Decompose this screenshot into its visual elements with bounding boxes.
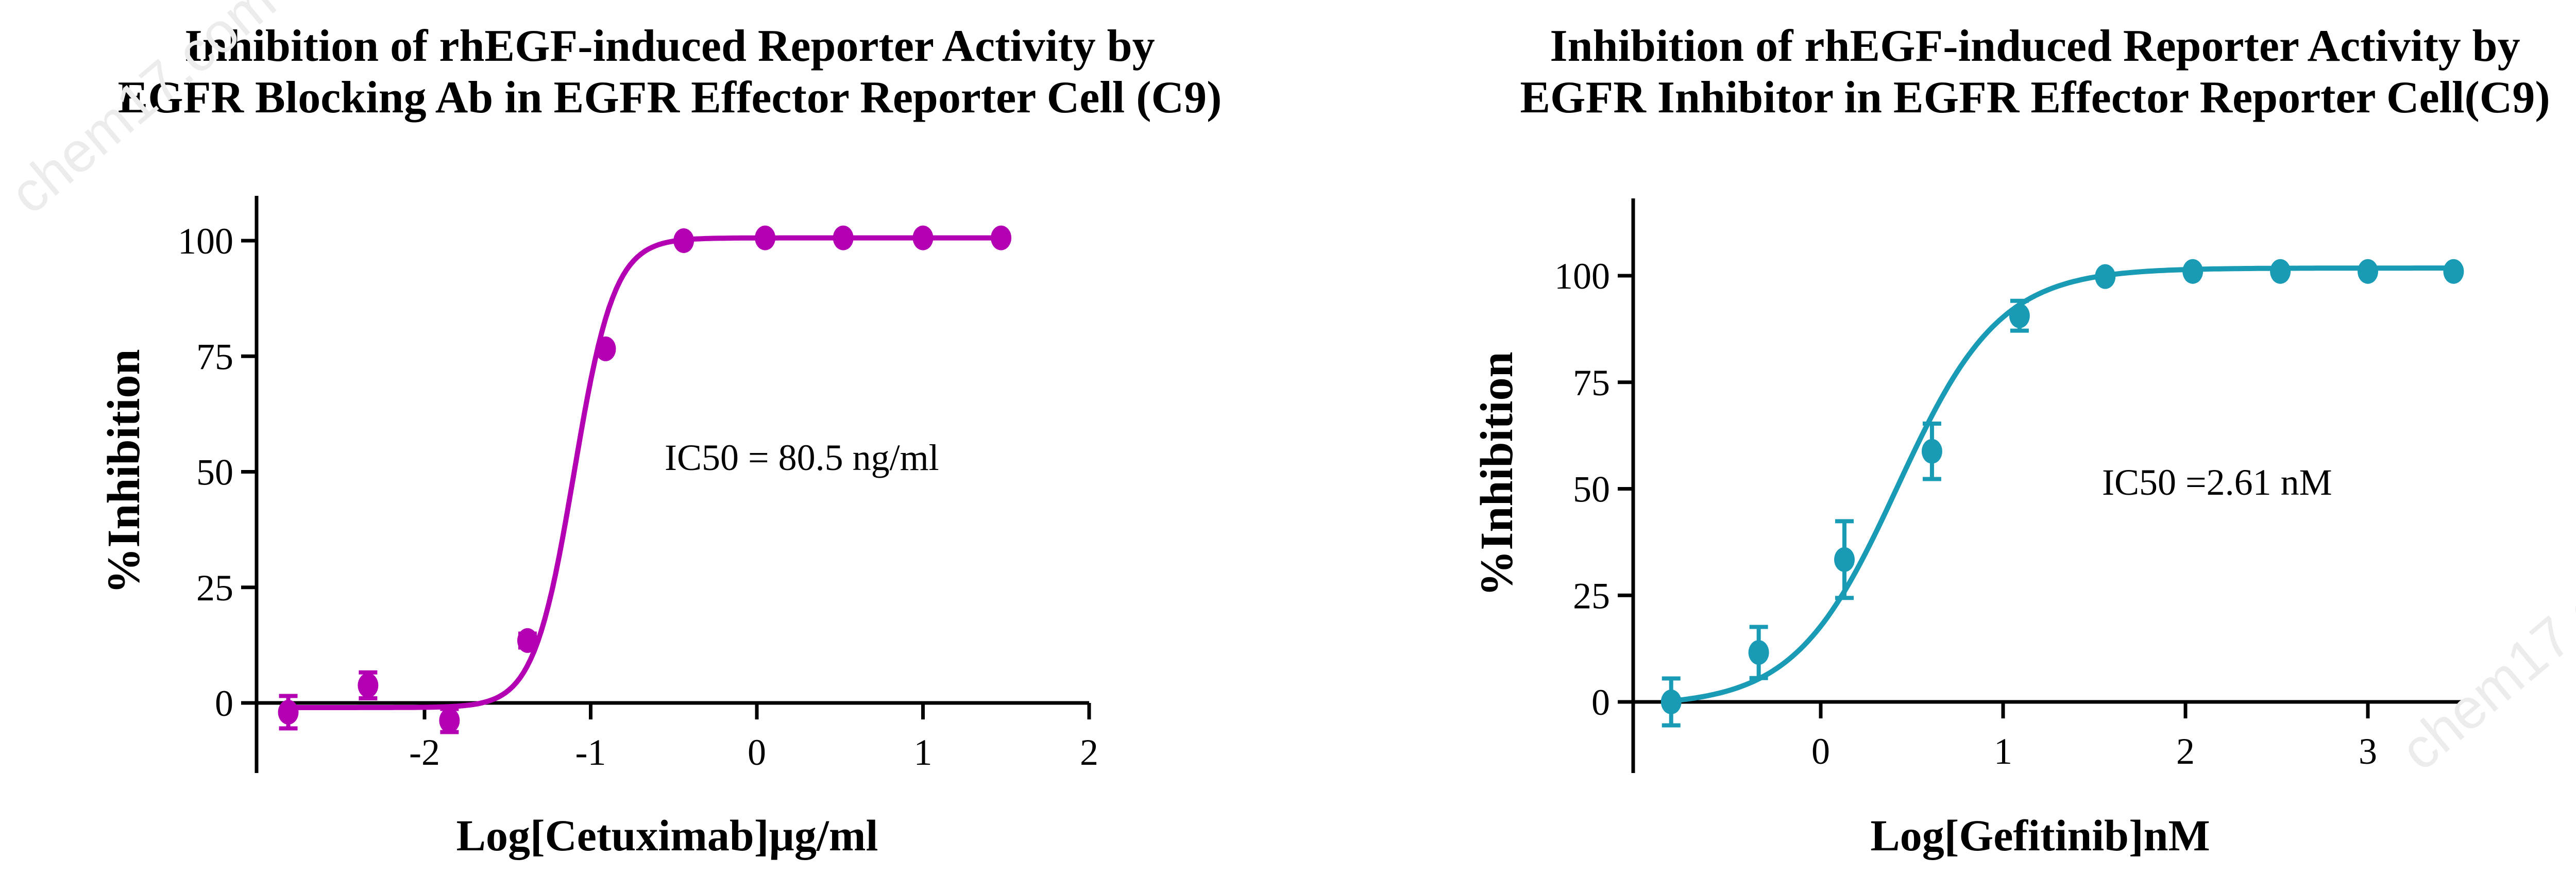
chart-2: 0 25 50 75 100 0 1 2 3 IC50 =2.61 nM Log[Gefitinib… (1471, 198, 2464, 860)
data-point (2270, 259, 2291, 284)
chart-2-title: Inhibition of rhEGF-induced Reporter Act… (1391, 21, 2576, 124)
x-tick-label: 0 (1811, 731, 1830, 772)
data-point (2182, 259, 2204, 284)
watermark: chem17.com (0, 0, 287, 226)
data-point (833, 225, 854, 250)
y-tick-label: 50 (1573, 469, 1610, 510)
data-point (595, 336, 616, 361)
y-tick-label: 75 (1573, 362, 1610, 404)
title-line: EGFR Inhibitor in EGFR Effector Reporter… (1520, 73, 2550, 123)
ic50-annotation: IC50 =2.61 nM (2102, 462, 2332, 503)
data-point (358, 673, 379, 698)
y-tick-label: 25 (196, 567, 233, 609)
data-point (2095, 264, 2116, 289)
x-axis-label: Log[Cetuximab]µg/ml (456, 811, 878, 860)
data-point (673, 228, 694, 253)
data-point (1834, 547, 1855, 572)
x-tick-label: 1 (1994, 731, 2012, 772)
title-line: Inhibition of rhEGF-induced Reporter Act… (1550, 21, 2520, 71)
y-tick-label: 0 (1591, 682, 1610, 723)
y-tick-label: 75 (196, 336, 233, 377)
fit-curve (288, 235, 1002, 710)
title-line: Inhibition of rhEGF-induced Reporter Act… (184, 21, 1155, 71)
y-tick-label: 0 (215, 683, 233, 724)
data-point (517, 628, 538, 653)
data-point (2443, 259, 2464, 284)
data-point (1921, 439, 1942, 464)
x-tick-label: 2 (2176, 731, 2195, 772)
chart-1-title: Inhibition of rhEGF-induced Reporter Act… (0, 21, 1340, 124)
y-tick-label: 100 (1554, 256, 1610, 297)
ic50-annotation: IC50 = 80.5 ng/ml (665, 437, 939, 478)
data-point (991, 225, 1012, 250)
x-tick-label: 0 (748, 732, 766, 773)
x-tick-label: -2 (409, 732, 440, 773)
data-point (2358, 259, 2378, 284)
y-tick-label: 25 (1573, 575, 1610, 616)
x-tick-label: 1 (914, 732, 933, 773)
data-point (278, 699, 299, 725)
fit-curve (1671, 265, 2454, 704)
x-tick-label: 2 (1080, 732, 1098, 773)
data-point (1660, 690, 1682, 714)
y-tick-label: 50 (196, 452, 233, 493)
x-tick-label: 3 (2359, 731, 2377, 772)
data-point (1748, 640, 1769, 665)
chart-1: 0 25 50 75 100 -2 -1 0 1 2 IC50 = 80.5 ng/ml Log[Ce… (98, 196, 1098, 860)
watermark: chem17.com (2388, 525, 2576, 782)
title-line: EGFR Blocking Ab in EGFR Effector Report… (117, 73, 1222, 123)
x-tick-label: -1 (575, 732, 606, 773)
y-axis-label: %Inhibition (1471, 351, 1522, 596)
data-point (912, 225, 934, 250)
data-point (439, 708, 460, 733)
x-axis-label: Log[Gefitinib]nM (1870, 811, 2210, 860)
data-point (755, 225, 776, 250)
y-tick-label: 100 (178, 221, 233, 262)
data-point (2009, 303, 2030, 328)
y-axis-label: %Inhibition (98, 349, 149, 594)
